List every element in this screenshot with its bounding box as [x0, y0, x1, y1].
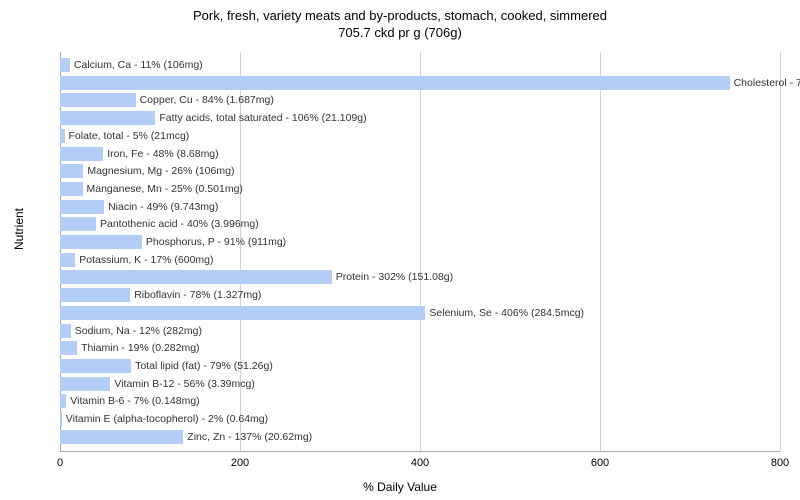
bar-label: Riboflavin - 78% (1.327mg): [134, 288, 261, 302]
bar-label: Magnesium, Mg - 26% (106mg): [87, 164, 234, 178]
bar: [60, 306, 425, 320]
x-tick-label: 200: [231, 457, 249, 469]
bar-row: Potassium, K - 17% (600mg): [60, 251, 780, 269]
bar-label: Phosphorus, P - 91% (911mg): [146, 235, 286, 249]
bar: [60, 217, 96, 231]
bar-label: Pantothenic acid - 40% (3.996mg): [100, 217, 259, 231]
bar: [60, 235, 142, 249]
bar-label: Iron, Fe - 48% (8.68mg): [107, 147, 218, 161]
bar-row: Manganese, Mn - 25% (0.501mg): [60, 180, 780, 198]
bar-row: Calcium, Ca - 11% (106mg): [60, 56, 780, 74]
gridline: [780, 52, 781, 451]
x-tick-label: 0: [57, 457, 63, 469]
bar-label: Vitamin B-12 - 56% (3.39mcg): [114, 377, 254, 391]
bar: [60, 377, 110, 391]
bar-row: Folate, total - 5% (21mcg): [60, 127, 780, 145]
x-tick-label: 400: [411, 457, 429, 469]
bar-label: Vitamin E (alpha-tocopherol) - 2% (0.64m…: [66, 412, 268, 426]
bar-row: Cholesterol - 744% (2231mg): [60, 74, 780, 92]
x-axis-label: % Daily Value: [0, 480, 800, 494]
x-tick-label: 800: [771, 457, 789, 469]
bar: [60, 164, 83, 178]
bar-row: Copper, Cu - 84% (1.687mg): [60, 91, 780, 109]
bar: [60, 93, 136, 107]
bar: [60, 58, 70, 72]
bar-label: Sodium, Na - 12% (282mg): [75, 324, 202, 338]
bar-row: Protein - 302% (151.08g): [60, 268, 780, 286]
bar: [60, 129, 65, 143]
bar-row: Iron, Fe - 48% (8.68mg): [60, 145, 780, 163]
bar-row: Total lipid (fat) - 79% (51.26g): [60, 357, 780, 375]
bar-row: Zinc, Zn - 137% (20.62mg): [60, 428, 780, 446]
bar: [60, 394, 66, 408]
bar-label: Folate, total - 5% (21mcg): [69, 129, 190, 143]
bar-row: Vitamin B-6 - 7% (0.148mg): [60, 392, 780, 410]
bar-label: Thiamin - 19% (0.282mg): [81, 341, 199, 355]
bar-row: Selenium, Se - 406% (284.5mcg): [60, 304, 780, 322]
bar-label: Fatty acids, total saturated - 106% (21.…: [159, 111, 366, 125]
bar-label: Total lipid (fat) - 79% (51.26g): [135, 359, 273, 373]
bar-row: Thiamin - 19% (0.282mg): [60, 339, 780, 357]
bar-row: Magnesium, Mg - 26% (106mg): [60, 162, 780, 180]
bar-label: Copper, Cu - 84% (1.687mg): [140, 93, 274, 107]
title-line2: 705.7 ckd pr g (706g): [0, 25, 800, 42]
bar: [60, 341, 77, 355]
bar-label: Protein - 302% (151.08g): [336, 270, 453, 284]
bar: [60, 111, 155, 125]
bar-row: Fatty acids, total saturated - 106% (21.…: [60, 109, 780, 127]
x-tick-label: 600: [591, 457, 609, 469]
title-line1: Pork, fresh, variety meats and by-produc…: [0, 8, 800, 25]
bar-row: Phosphorus, P - 91% (911mg): [60, 233, 780, 251]
bar-row: Vitamin E (alpha-tocopherol) - 2% (0.64m…: [60, 410, 780, 428]
plot-area: 0200400600800Calcium, Ca - 11% (106mg)Ch…: [60, 52, 780, 452]
bar: [60, 76, 730, 90]
bar: [60, 182, 83, 196]
bar: [60, 324, 71, 338]
bar: [60, 270, 332, 284]
bar-label: Niacin - 49% (9.743mg): [108, 200, 218, 214]
bar: [60, 253, 75, 267]
bar-label: Cholesterol - 744% (2231mg): [734, 76, 800, 90]
chart-title: Pork, fresh, variety meats and by-produc…: [0, 0, 800, 42]
bar-label: Vitamin B-6 - 7% (0.148mg): [70, 394, 199, 408]
chart-container: Pork, fresh, variety meats and by-produc…: [0, 0, 800, 500]
bar-label: Potassium, K - 17% (600mg): [79, 253, 213, 267]
bar: [60, 200, 104, 214]
bar-row: Pantothenic acid - 40% (3.996mg): [60, 215, 780, 233]
bar-row: Riboflavin - 78% (1.327mg): [60, 286, 780, 304]
bar-label: Calcium, Ca - 11% (106mg): [74, 58, 203, 72]
bar-row: Vitamin B-12 - 56% (3.39mcg): [60, 375, 780, 393]
bar-label: Selenium, Se - 406% (284.5mcg): [429, 306, 584, 320]
bar: [60, 288, 130, 302]
bar-row: Niacin - 49% (9.743mg): [60, 198, 780, 216]
bar: [60, 147, 103, 161]
bar: [60, 430, 183, 444]
bar-label: Manganese, Mn - 25% (0.501mg): [87, 182, 243, 196]
y-axis-label: Nutrient: [12, 208, 26, 250]
bar: [60, 412, 62, 426]
bar: [60, 359, 131, 373]
bar-row: Sodium, Na - 12% (282mg): [60, 322, 780, 340]
bar-label: Zinc, Zn - 137% (20.62mg): [187, 430, 312, 444]
